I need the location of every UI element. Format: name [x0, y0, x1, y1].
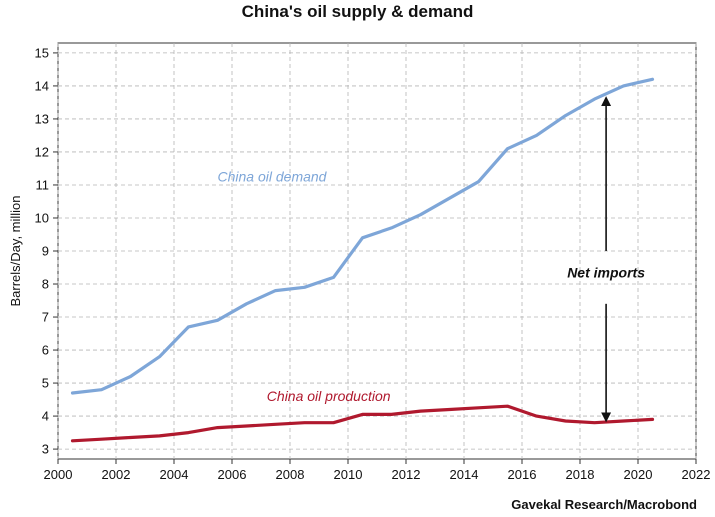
x-tick-label: 2010 — [334, 467, 363, 482]
x-tick-label: 2006 — [218, 467, 247, 482]
y-tick-label: 8 — [42, 277, 49, 292]
x-tick-label: 2008 — [276, 467, 305, 482]
y-tick-label: 4 — [42, 409, 49, 424]
y-tick-label: 9 — [42, 244, 49, 259]
y-tick-label: 15 — [35, 45, 49, 60]
x-tick-label: 2022 — [682, 467, 711, 482]
x-tick-label: 2002 — [102, 467, 131, 482]
x-tick-label: 2018 — [566, 467, 595, 482]
x-tick-label: 2016 — [508, 467, 537, 482]
net-imports-label: Net imports — [567, 264, 645, 280]
y-tick-label: 14 — [35, 78, 49, 93]
x-tick-label: 2014 — [450, 467, 479, 482]
y-tick-label: 10 — [35, 210, 49, 225]
x-tick-label: 2012 — [392, 467, 421, 482]
production-label: China oil production — [267, 388, 391, 404]
y-tick-label: 13 — [35, 111, 49, 126]
y-axis-title: Barrels/Day, million — [8, 195, 23, 306]
y-tick-label: 12 — [35, 144, 49, 159]
series-line-production — [70, 404, 655, 443]
y-tick-label: 5 — [42, 376, 49, 391]
source-credit: Gavekal Research/Macrobond — [511, 497, 697, 512]
y-tick-label: 7 — [42, 310, 49, 325]
chart-title: China's oil supply & demand — [241, 2, 474, 21]
demand-label: China oil demand — [218, 169, 328, 185]
x-tick-label: 2004 — [160, 467, 189, 482]
x-tick-label: 2020 — [624, 467, 653, 482]
axis-ticks: 3 4 5 6 7 8 9 10 11 12 13 14 15 2000 2002 2004 2006 2008 2… — [35, 45, 711, 482]
series-line-demand — [70, 77, 655, 395]
y-tick-label: 6 — [42, 343, 49, 358]
annotations: China oil demand China oil production Net … — [218, 96, 645, 423]
series-lines — [70, 77, 655, 443]
x-tick-label: 2000 — [44, 467, 73, 482]
y-tick-label: 11 — [36, 177, 50, 192]
y-tick-label: 3 — [42, 442, 49, 457]
